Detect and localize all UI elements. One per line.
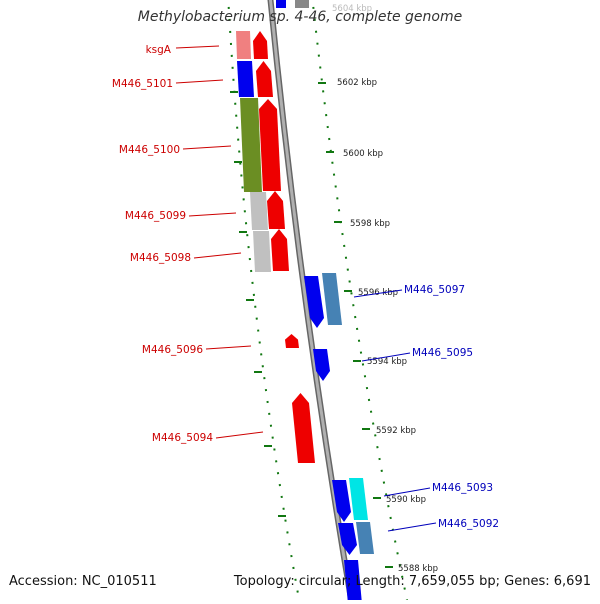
forward-gene-arrow [271,229,289,271]
tick-label: 5600 kbp [343,149,383,159]
cog-block [236,31,251,59]
page-title: Methylobacterium sp. 4-46, complete geno… [137,9,463,25]
forward-gene-arrow [292,393,315,463]
gene-label-right: M446_5092 [438,518,499,530]
tick-label: 5598 kbp [350,219,390,229]
tick-label-partial: 5604 kbp [332,4,372,14]
gene-label-leader [175,45,220,49]
gene-label-leader [215,431,264,439]
forward-gene-arrow [256,61,273,97]
gene-labels: ksgA M446_5101 M446_5100 M446_5099 M446_5098… [112,44,499,532]
cog-block [250,192,268,230]
cog-block [253,231,271,272]
genome-backbone [267,0,355,604]
gene-label-left: M446_5098 [130,252,191,264]
forward-gene-arrow [253,31,268,59]
gene-label-leader [387,522,437,532]
tick-label: 5588 kbp [398,564,438,574]
gene-label-leader [361,352,411,362]
forward-gene-arrow [285,334,299,348]
gene-label-leader [205,345,252,350]
tick-label: 5592 kbp [376,426,416,436]
cog-block [237,61,254,97]
tick-label: 5590 kbp [386,495,426,505]
gene-label-right: M446_5097 [404,284,465,296]
cog-block [344,560,362,604]
reverse-gene-arrow [304,276,324,328]
gene-label-leader [193,252,242,259]
gene-label-leader [383,487,431,497]
forward-gene-arrow [259,99,281,191]
reverse-gene-arrow [338,523,357,555]
gene-label-left: M446_5094 [152,432,213,444]
gene-arrows [253,31,357,555]
forward-gene-arrow [267,191,285,229]
tick-label: 5602 kbp [337,78,377,88]
gene-label-leader [188,212,237,217]
gene-label-left: M446_5096 [142,344,203,356]
reverse-gene-arrow [313,349,330,381]
cog-block [276,0,286,8]
reverse-gene-arrow [332,480,351,522]
gene-label-left: ksgA [146,44,172,56]
gene-label-leader [353,289,403,298]
gene-label-left: M446_5101 [112,78,173,90]
gene-label-leader [182,145,232,150]
cog-category-blocks [236,0,374,604]
cog-block [349,478,368,520]
cog-block [356,522,374,554]
cog-block [322,273,342,325]
tick-label: 5594 kbp [367,357,407,367]
cog-block [240,98,262,192]
accession-text: Accession: NC_010511 [9,574,157,589]
gene-label-right: M446_5095 [412,347,473,359]
gene-label-leader [175,79,224,84]
backbone-inner [268,0,354,604]
inner-tick-track [227,0,301,604]
cog-block [295,0,309,8]
gene-label-left: M446_5099 [125,210,186,222]
genome-summary-text: Topology: circular; Length: 7,659,055 bp… [233,574,591,589]
gene-label-left: M446_5100 [119,144,180,156]
gene-label-right: M446_5093 [432,482,493,494]
